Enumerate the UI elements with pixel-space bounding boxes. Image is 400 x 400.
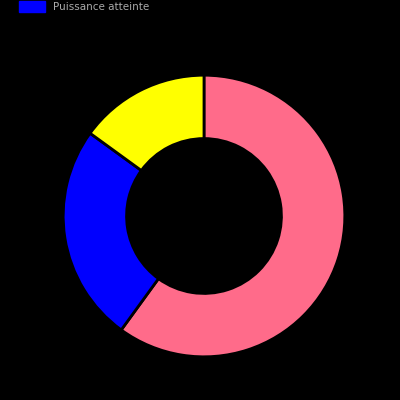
Wedge shape — [63, 133, 158, 330]
Legend: Puissance souscrite, Puissance atteinte, Puissance dépassée: Puissance souscrite, Puissance atteinte,… — [16, 0, 306, 15]
Wedge shape — [90, 75, 204, 170]
Wedge shape — [121, 75, 345, 357]
